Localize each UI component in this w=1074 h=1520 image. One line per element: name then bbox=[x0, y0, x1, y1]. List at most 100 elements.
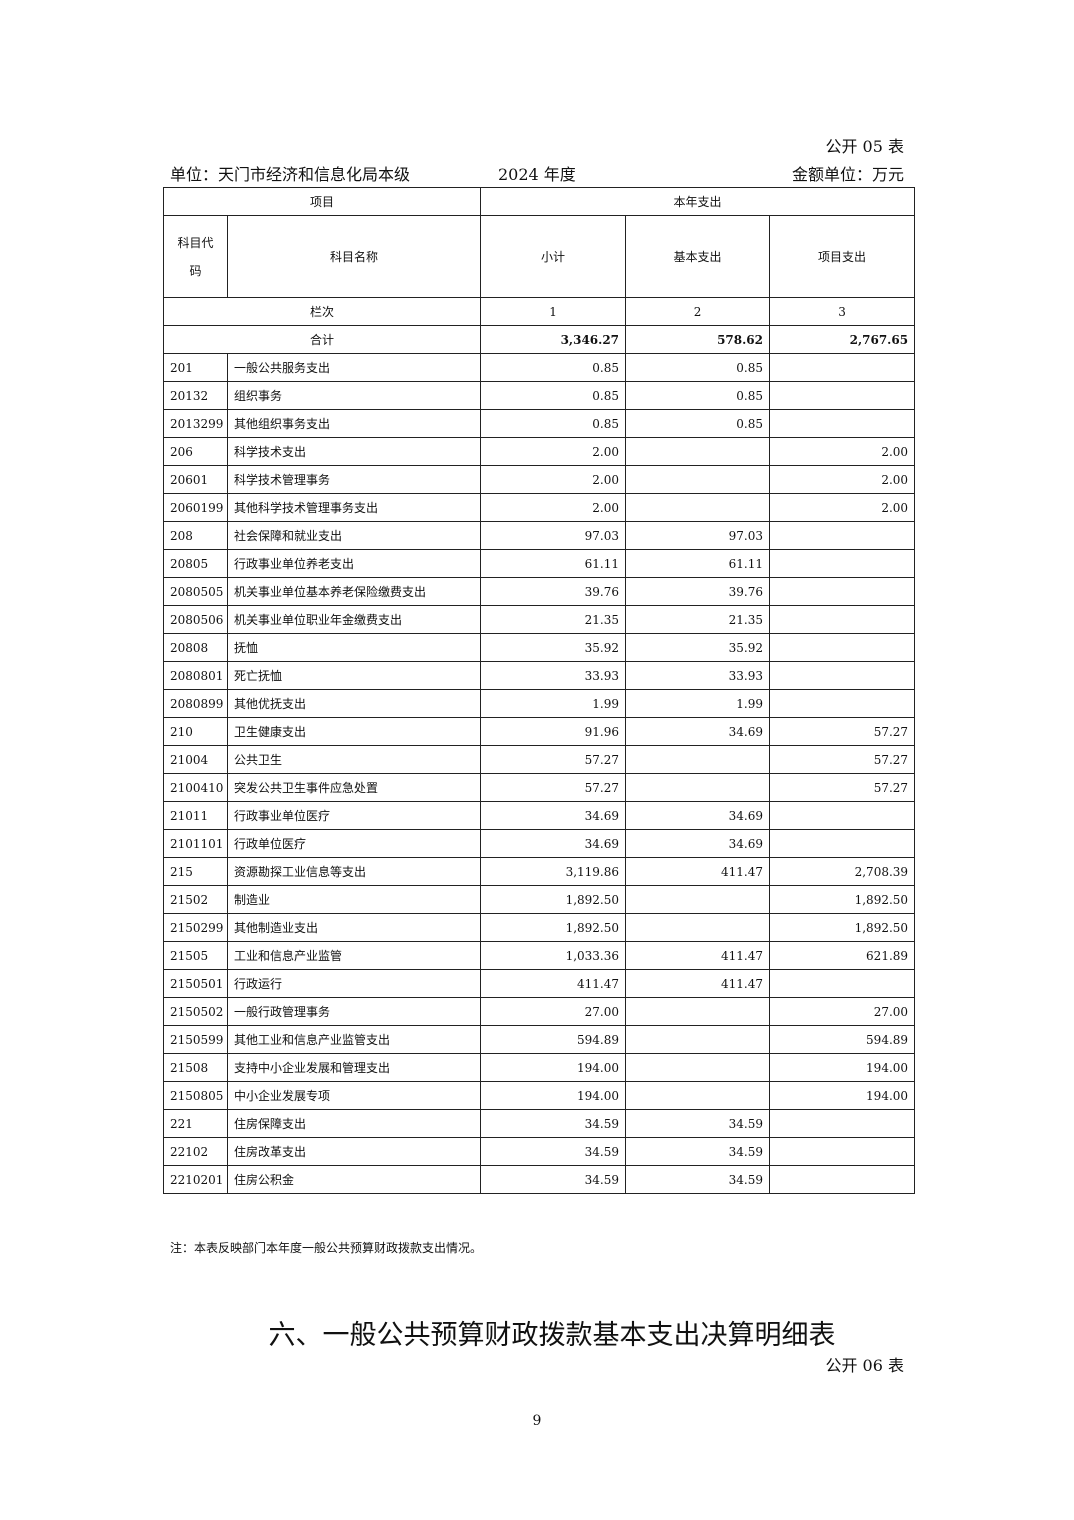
row-basic bbox=[625, 745, 771, 774]
row-subtotal: 97.03 bbox=[480, 521, 627, 550]
row-name: 住房改革支出 bbox=[226, 1137, 482, 1166]
row-project: 194.00 bbox=[769, 1053, 916, 1082]
header-basic: 基本支出 bbox=[625, 215, 771, 298]
row-subtotal: 91.96 bbox=[480, 717, 627, 746]
table-row: 20805 行政事业单位养老支出 61.11 61.11 bbox=[163, 549, 916, 578]
row-name: 制造业 bbox=[226, 885, 482, 914]
row-subtotal: 0.85 bbox=[480, 381, 627, 410]
row-basic: 34.69 bbox=[625, 829, 771, 858]
row-code: 2080899 bbox=[163, 689, 228, 718]
row-basic: 34.69 bbox=[625, 801, 771, 830]
row-name: 其他优抚支出 bbox=[226, 689, 482, 718]
row-subtotal: 27.00 bbox=[480, 997, 627, 1026]
row-subtotal: 411.47 bbox=[480, 969, 627, 998]
row-subtotal: 33.93 bbox=[480, 661, 627, 690]
row-project: 27.00 bbox=[769, 997, 916, 1026]
row-basic: 35.92 bbox=[625, 633, 771, 662]
row-code: 221 bbox=[163, 1109, 228, 1138]
total-project: 2,767.65 bbox=[769, 325, 916, 354]
row-code: 2100410 bbox=[163, 773, 228, 802]
row-code: 21508 bbox=[163, 1053, 228, 1082]
header-project: 项目支出 bbox=[769, 215, 916, 298]
table-row: 2080505 机关事业单位基本养老保险缴费支出 39.76 39.76 bbox=[163, 577, 916, 606]
row-subtotal: 194.00 bbox=[480, 1081, 627, 1110]
table-row: 210 卫生健康支出 91.96 34.69 57.27 bbox=[163, 717, 916, 746]
row-basic: 411.47 bbox=[625, 969, 771, 998]
row-name: 行政运行 bbox=[226, 969, 482, 998]
row-basic: 0.85 bbox=[625, 381, 771, 410]
row-name: 卫生健康支出 bbox=[226, 717, 482, 746]
row-basic: 61.11 bbox=[625, 549, 771, 578]
row-name: 科学技术管理事务 bbox=[226, 465, 482, 494]
form-number: 公开 05 表 bbox=[825, 137, 904, 156]
row-name: 社会保障和就业支出 bbox=[226, 521, 482, 550]
row-name: 中小企业发展专项 bbox=[226, 1081, 482, 1110]
row-code: 210 bbox=[163, 717, 228, 746]
row-project: 2.00 bbox=[769, 493, 916, 522]
table-row: 201 一般公共服务支出 0.85 0.85 bbox=[163, 353, 916, 382]
row-basic bbox=[625, 913, 771, 942]
row-project bbox=[769, 1137, 916, 1166]
row-project bbox=[769, 661, 916, 690]
row-code: 20808 bbox=[163, 633, 228, 662]
header-this-year: 本年支出 bbox=[480, 187, 916, 216]
row-name: 住房公积金 bbox=[226, 1165, 482, 1194]
table-row: 22102 住房改革支出 34.59 34.59 bbox=[163, 1137, 916, 1166]
column-index-row: 栏次 1 2 3 bbox=[162, 297, 916, 326]
table-row: 21505 工业和信息产业监管 1,033.36 411.47 621.89 bbox=[163, 941, 916, 970]
header-row-1: 项目 本年支出 bbox=[162, 187, 916, 216]
row-subtotal: 0.85 bbox=[480, 353, 627, 382]
row-name: 其他科学技术管理事务支出 bbox=[226, 493, 482, 522]
row-basic: 1.99 bbox=[625, 689, 771, 718]
table-row: 2080506 机关事业单位职业年金缴费支出 21.35 21.35 bbox=[163, 605, 916, 634]
header-code: 科目代码 bbox=[163, 215, 228, 298]
column-index-label: 栏次 bbox=[162, 297, 482, 326]
table-row: 215 资源勘探工业信息等支出 3,119.86 411.47 2,708.39 bbox=[163, 857, 916, 886]
row-code: 2150805 bbox=[163, 1081, 228, 1110]
row-name: 工业和信息产业监管 bbox=[226, 941, 482, 970]
row-project: 1,892.50 bbox=[769, 913, 916, 942]
table-row: 20132 组织事务 0.85 0.85 bbox=[163, 381, 916, 410]
row-basic bbox=[625, 465, 771, 494]
table-row: 20808 抚恤 35.92 35.92 bbox=[163, 633, 916, 662]
row-name: 公共卫生 bbox=[226, 745, 482, 774]
row-subtotal: 0.85 bbox=[480, 409, 627, 438]
row-name: 机关事业单位职业年金缴费支出 bbox=[226, 605, 482, 634]
row-code: 22102 bbox=[163, 1137, 228, 1166]
row-subtotal: 2.00 bbox=[480, 493, 627, 522]
row-basic bbox=[625, 1025, 771, 1054]
row-project bbox=[769, 1165, 916, 1194]
table-row: 2150805 中小企业发展专项 194.00 194.00 bbox=[163, 1081, 916, 1110]
row-name: 行政事业单位养老支出 bbox=[226, 549, 482, 578]
column-index-1: 1 bbox=[480, 297, 627, 326]
row-name: 其他工业和信息产业监管支出 bbox=[226, 1025, 482, 1054]
row-project bbox=[769, 633, 916, 662]
row-code: 215 bbox=[163, 857, 228, 886]
row-subtotal: 21.35 bbox=[480, 605, 627, 634]
row-basic: 34.59 bbox=[625, 1109, 771, 1138]
table-row: 2150599 其他工业和信息产业监管支出 594.89 594.89 bbox=[163, 1025, 916, 1054]
table-row: 208 社会保障和就业支出 97.03 97.03 bbox=[163, 521, 916, 550]
section-title: 六、一般公共预算财政拨款基本支出决算明细表 bbox=[268, 1320, 836, 1351]
row-name: 行政单位医疗 bbox=[226, 829, 482, 858]
row-code: 2060199 bbox=[163, 493, 228, 522]
row-subtotal: 1,033.36 bbox=[480, 941, 627, 970]
table-row: 2100410 突发公共卫生事件应急处置 57.27 57.27 bbox=[163, 773, 916, 802]
table-row: 2101101 行政单位医疗 34.69 34.69 bbox=[163, 829, 916, 858]
row-name: 其他组织事务支出 bbox=[226, 409, 482, 438]
row-basic: 97.03 bbox=[625, 521, 771, 550]
row-basic: 34.59 bbox=[625, 1137, 771, 1166]
row-code: 2150299 bbox=[163, 913, 228, 942]
row-project bbox=[769, 1109, 916, 1138]
row-code: 21011 bbox=[163, 801, 228, 830]
row-project bbox=[769, 409, 916, 438]
row-project bbox=[769, 689, 916, 718]
row-subtotal: 594.89 bbox=[480, 1025, 627, 1054]
header-row-2: 科目代码 科目名称 小计 基本支出 项目支出 bbox=[163, 215, 916, 298]
row-basic: 0.85 bbox=[625, 353, 771, 382]
row-code: 2080506 bbox=[163, 605, 228, 634]
row-subtotal: 1.99 bbox=[480, 689, 627, 718]
row-subtotal: 34.69 bbox=[480, 801, 627, 830]
row-subtotal: 57.27 bbox=[480, 773, 627, 802]
row-subtotal: 3,119.86 bbox=[480, 857, 627, 886]
